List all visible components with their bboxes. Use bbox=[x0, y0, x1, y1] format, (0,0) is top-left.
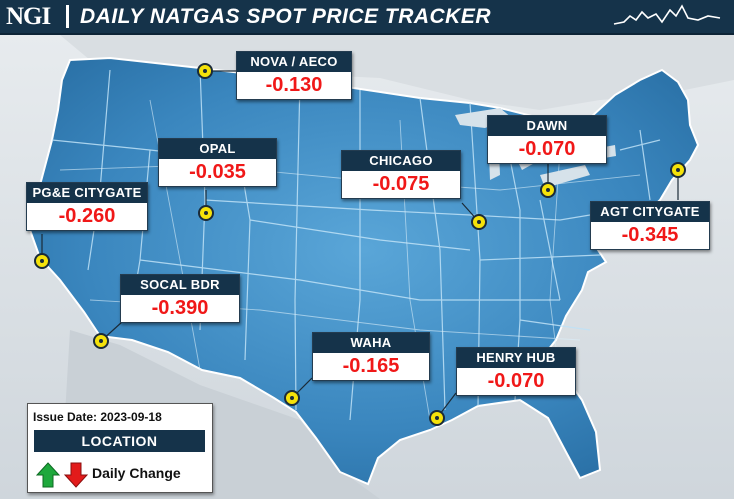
page-title: DAILY NATGAS SPOT PRICE TRACKER bbox=[80, 5, 492, 28]
daily-change-value: -0.165 bbox=[342, 355, 400, 377]
callout-waha[interactable]: WAHA -0.165 bbox=[312, 332, 430, 381]
location-name: CHICAGO bbox=[342, 151, 460, 171]
daily-change-value: -0.070 bbox=[487, 370, 545, 392]
callout-opal[interactable]: OPAL -0.035 bbox=[158, 138, 277, 187]
down-arrow-icon bbox=[63, 462, 88, 488]
legend-box: Issue Date: 2023-09-18 LOCATION Daily Ch… bbox=[27, 403, 213, 493]
daily-change-value: -0.035 bbox=[189, 161, 246, 183]
location-name: SOCAL BDR bbox=[121, 275, 239, 295]
logo-divider bbox=[66, 5, 69, 28]
legend-change-label: Daily Change bbox=[92, 465, 181, 481]
canada-region bbox=[60, 35, 734, 110]
sparkline-icon bbox=[613, 4, 721, 25]
callout-agt-citygate[interactable]: AGT CITYGATE -0.345 bbox=[590, 201, 710, 250]
daily-change-value: -0.345 bbox=[621, 224, 679, 246]
daily-change-value: -0.130 bbox=[265, 74, 323, 96]
daily-change-value: -0.075 bbox=[372, 173, 430, 195]
callout-nova-aeco[interactable]: NOVA / AECO -0.130 bbox=[236, 51, 352, 100]
callout-chicago[interactable]: CHICAGO -0.075 bbox=[341, 150, 461, 199]
location-name: DAWN bbox=[488, 116, 606, 136]
daily-change-value: -0.260 bbox=[58, 205, 116, 227]
callout-henry-hub[interactable]: HENRY HUB -0.070 bbox=[456, 347, 576, 396]
issue-date: Issue Date: 2023-09-18 bbox=[33, 410, 162, 424]
location-name: HENRY HUB bbox=[457, 348, 575, 368]
daily-change-value: -0.070 bbox=[518, 138, 576, 160]
location-name: OPAL bbox=[159, 139, 276, 159]
location-name: NOVA / AECO bbox=[237, 52, 351, 72]
ngi-logo: NGI bbox=[6, 3, 51, 30]
legend-location-label: LOCATION bbox=[34, 430, 205, 452]
location-name: PG&E CITYGATE bbox=[27, 183, 147, 203]
location-name: WAHA bbox=[313, 333, 429, 353]
callout-pge-citygate[interactable]: PG&E CITYGATE -0.260 bbox=[26, 182, 148, 231]
callout-socal-bdr[interactable]: SOCAL BDR -0.390 bbox=[120, 274, 240, 323]
location-name: AGT CITYGATE bbox=[591, 202, 709, 222]
callout-dawn[interactable]: DAWN -0.070 bbox=[487, 115, 607, 164]
daily-change-value: -0.390 bbox=[151, 297, 209, 319]
legend-arrows bbox=[36, 462, 88, 488]
header-bar: NGI DAILY NATGAS SPOT PRICE TRACKER bbox=[0, 0, 734, 35]
up-arrow-icon bbox=[36, 462, 61, 488]
